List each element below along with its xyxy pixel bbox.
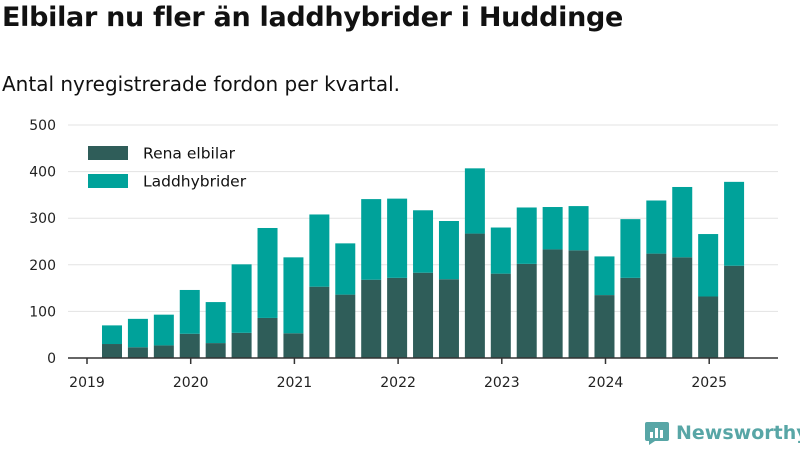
bar-laddhybrider <box>594 256 615 296</box>
bar-rena-elbilar <box>335 294 356 358</box>
x-tick-label: 2020 <box>173 375 209 391</box>
x-tick-label: 2021 <box>277 375 313 391</box>
bar-rena-elbilar <box>464 233 485 358</box>
bar-laddhybrider <box>413 210 434 273</box>
bar-laddhybrider <box>568 206 589 251</box>
bar-laddhybrider <box>335 243 356 295</box>
bar-rena-elbilar <box>205 343 226 358</box>
legend-swatch <box>88 146 128 160</box>
bar-laddhybrider <box>283 257 304 334</box>
bar-rena-elbilar <box>257 317 278 358</box>
y-tick-label: 100 <box>29 304 56 320</box>
bar-rena-elbilar <box>361 279 382 358</box>
legend-swatch <box>88 174 128 188</box>
newsworthy-logo: Newsworthy <box>644 420 800 446</box>
bar-rena-elbilar <box>387 277 408 358</box>
bar-rena-elbilar <box>309 286 330 358</box>
bar-laddhybrider <box>542 207 563 250</box>
bar-laddhybrider <box>438 220 459 280</box>
newsworthy-logo-icon <box>645 422 669 445</box>
bar-laddhybrider <box>464 168 485 234</box>
x-tick-label: 2025 <box>691 375 727 391</box>
y-tick-label: 300 <box>29 211 56 227</box>
chart-title: Elbilar nu fler än laddhybrider i Huddin… <box>2 2 624 33</box>
bar-laddhybrider <box>672 186 693 258</box>
bar-laddhybrider <box>361 199 382 280</box>
bar-rena-elbilar <box>179 333 200 358</box>
bar-rena-elbilar <box>568 250 589 358</box>
bar-rena-elbilar <box>127 347 148 358</box>
bar-rena-elbilar <box>698 296 719 358</box>
bar-laddhybrider <box>516 207 537 264</box>
x-tick-label: 2019 <box>69 375 105 391</box>
bar-rena-elbilar <box>672 257 693 358</box>
chart-subtitle: Antal nyregistrerade fordon per kvartal. <box>2 72 401 96</box>
bar-rena-elbilar <box>413 272 434 358</box>
bar-rena-elbilar <box>516 263 537 358</box>
legend-label: Rena elbilar <box>143 145 236 163</box>
bar-laddhybrider <box>179 289 200 334</box>
bar-rena-elbilar <box>490 273 511 358</box>
bar-laddhybrider <box>257 227 278 318</box>
x-tick-label: 2022 <box>380 375 416 391</box>
bar-laddhybrider <box>127 318 148 348</box>
bar-laddhybrider <box>620 219 641 278</box>
legend-label: Laddhybrider <box>143 173 247 191</box>
bar-rena-elbilar <box>231 332 252 358</box>
bar-laddhybrider <box>231 264 252 333</box>
bar-laddhybrider <box>102 325 122 345</box>
bar-laddhybrider <box>490 227 511 274</box>
y-tick-label: 500 <box>29 118 56 134</box>
bar-laddhybrider <box>205 302 226 344</box>
bar-laddhybrider <box>153 314 174 346</box>
bar-rena-elbilar <box>724 265 745 358</box>
x-tick-label: 2023 <box>484 375 520 391</box>
bar-laddhybrider <box>698 234 719 297</box>
bar-rena-elbilar <box>542 249 563 358</box>
y-tick-label: 400 <box>29 165 56 181</box>
bar-rena-elbilar <box>438 279 459 358</box>
bar-rena-elbilar <box>102 344 122 358</box>
x-tick-label: 2024 <box>588 375 624 391</box>
bar-rena-elbilar <box>594 295 615 358</box>
brand-name: Newsworthy <box>676 422 800 444</box>
bar-rena-elbilar <box>646 253 667 358</box>
bar-laddhybrider <box>724 181 745 266</box>
bar-rena-elbilar <box>153 345 174 358</box>
bar-rena-elbilar <box>283 333 304 358</box>
bar-laddhybrider <box>646 200 667 254</box>
y-tick-label: 200 <box>29 258 56 274</box>
bar-laddhybrider <box>309 214 330 287</box>
bar-rena-elbilar <box>620 277 641 358</box>
y-tick-label: 0 <box>47 351 56 367</box>
bar-laddhybrider <box>387 198 408 278</box>
